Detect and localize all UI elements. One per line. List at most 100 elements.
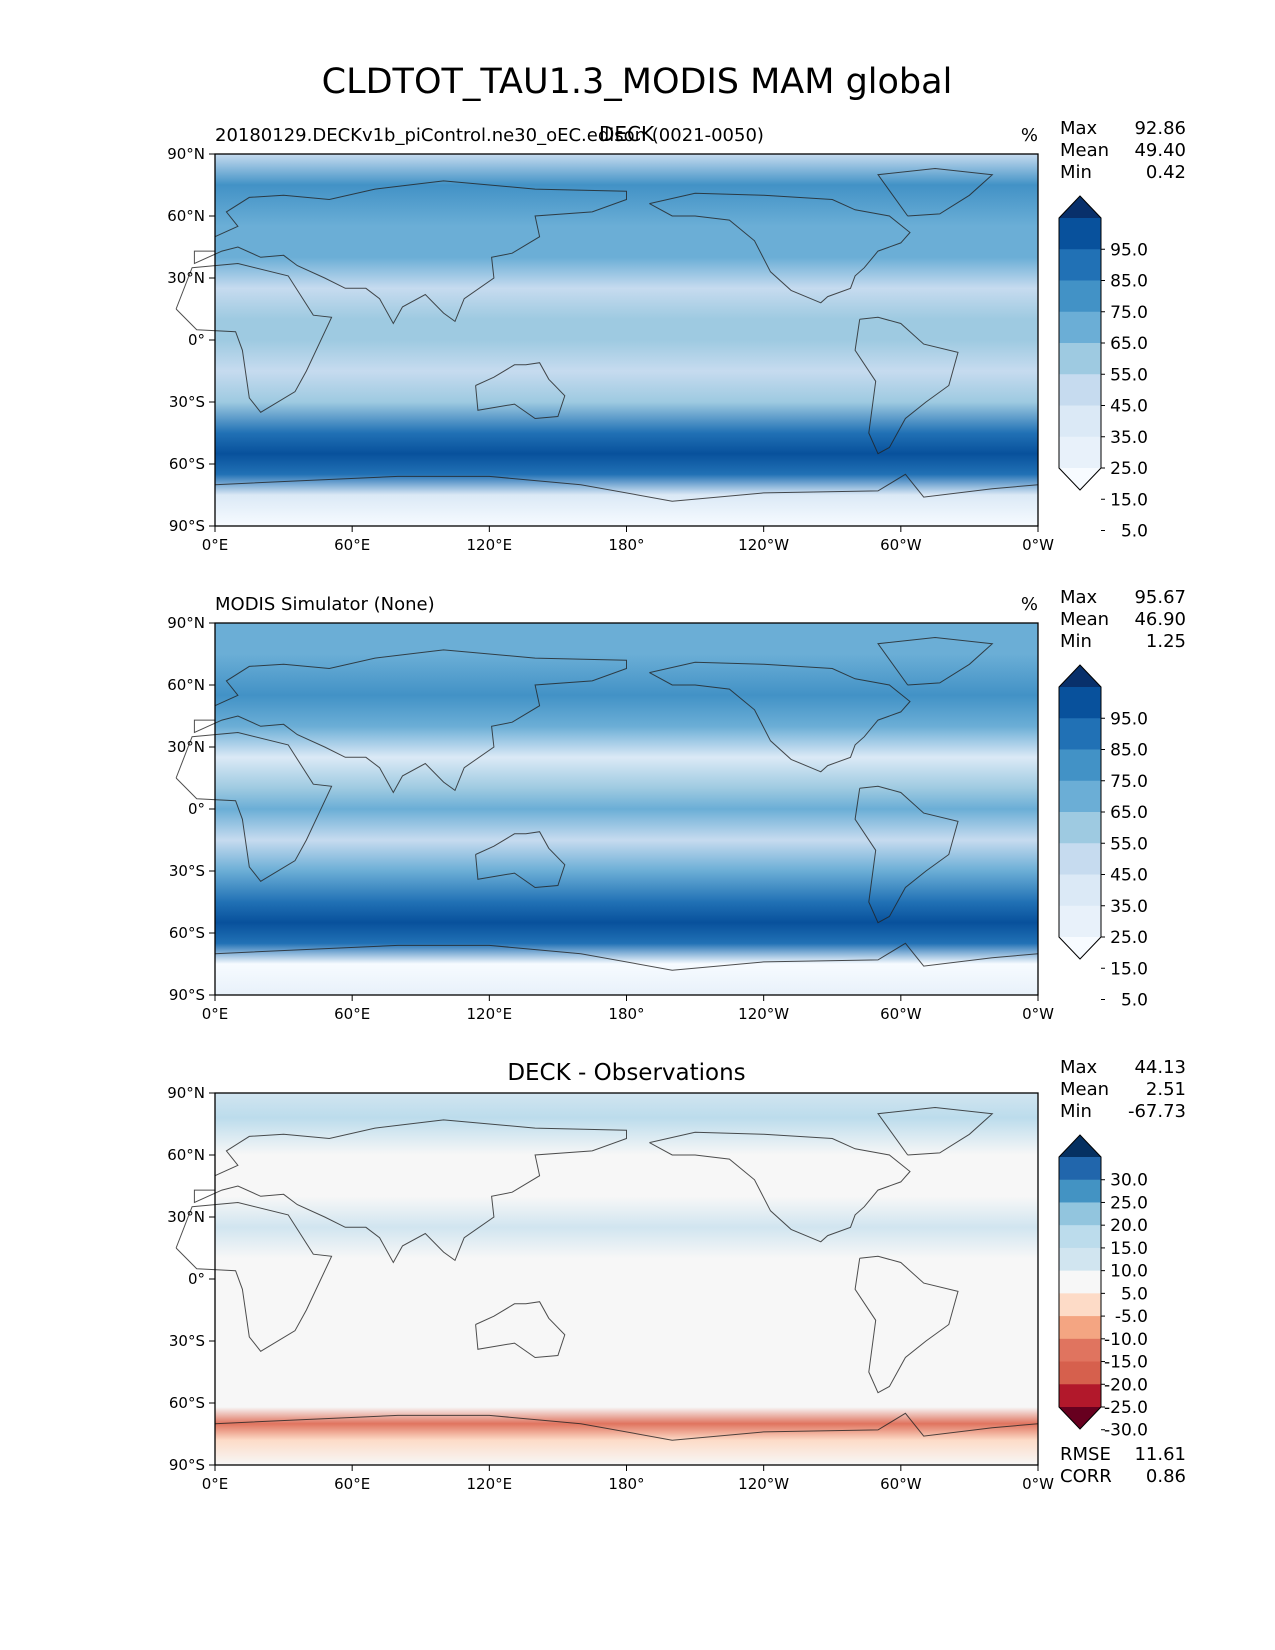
colorbar-tick-label: 45.0: [1110, 397, 1148, 417]
y-tick-label: 30°S: [169, 1332, 205, 1350]
colorbar-segment: [1059, 249, 1101, 281]
colorbar-segment: [1059, 1361, 1101, 1385]
colorbar-tick-label: -20.0: [1104, 1375, 1148, 1395]
colorbar-segment: [1059, 812, 1101, 844]
colorbar-segment: [1059, 905, 1101, 938]
colorbar-tick-label: 95.0: [1110, 709, 1148, 729]
colorbar-tick-label: -25.0: [1104, 1398, 1148, 1418]
colorbar-tick-label: 25.0: [1110, 459, 1148, 479]
x-tick-label: 0°E: [202, 1475, 229, 1493]
coastlines: [175, 636, 1039, 971]
y-tick-label: 60°N: [167, 207, 205, 225]
colorbar-tick-label: -15.0: [1104, 1353, 1148, 1373]
colorbar-tick-label: 75.0: [1110, 303, 1148, 323]
colorbar-tick-label: 5.0: [1121, 522, 1148, 542]
colorbar-tick-label: 15.0: [1110, 959, 1148, 979]
colorbar: 95.0 85.0 75.0 65.0 55.0 45.0 35.0 25.0 15.0 5.0: [1058, 664, 1148, 1011]
colorbar-tick-label: 35.0: [1110, 428, 1148, 448]
y-tick-label: 60°S: [169, 455, 205, 473]
map-field: [215, 154, 1038, 526]
stat-value: 1.25: [1146, 631, 1186, 652]
y-tick-label: 0°: [188, 1270, 205, 1288]
x-tick-label: 60°W: [880, 1475, 922, 1493]
x-tick-label: 60°E: [334, 1005, 370, 1023]
x-tick-label: 0°E: [202, 1005, 229, 1023]
stat-value: 11.61: [1134, 1444, 1186, 1465]
stat-label: Min: [1060, 1101, 1092, 1122]
x-tick-label: 120°E: [467, 1475, 513, 1493]
x-tick-label: 60°E: [334, 1475, 370, 1493]
colorbar-segment: [1059, 749, 1101, 782]
x-tick-label: 120°E: [467, 1005, 513, 1023]
stat-label: Max: [1060, 1057, 1098, 1078]
colorbar-tick-label: 85.0: [1110, 741, 1148, 761]
stat-label: Mean: [1060, 609, 1109, 630]
colorbar-tick-label: -30.0: [1104, 1421, 1148, 1441]
colorbar-tick-label: 5.0: [1121, 1284, 1148, 1304]
y-tick-label: 0°: [188, 800, 205, 818]
colorbar-tick-label: 25.0: [1110, 1193, 1148, 1213]
colorbar-tick-label: 55.0: [1110, 365, 1148, 385]
colorbar-tick-label: 15.0: [1110, 490, 1148, 510]
x-tick-label: 0°E: [202, 536, 229, 554]
figure-title: CLDTOT_TAU1.3_MODIS MAM global: [322, 62, 953, 102]
colorbar-segment: [1059, 1384, 1101, 1408]
panel-left-label: MODIS Simulator (None): [215, 594, 435, 615]
colorbar-segment: [1059, 1270, 1101, 1294]
stat-value: -67.73: [1128, 1101, 1186, 1122]
x-tick-label: 120°W: [738, 1005, 789, 1023]
y-tick-label: 30°N: [167, 1208, 205, 1226]
colorbar-tick-label: 95.0: [1110, 240, 1148, 260]
x-tick-label: 120°E: [467, 536, 513, 554]
y-tick-label: 30°N: [167, 738, 205, 756]
panel-2: 90°N 60°N 30°N 0° 30°S 60°S 90°S0°E 60°E 120°E 18…: [167, 587, 1186, 1023]
y-tick-label: 60°N: [167, 1146, 205, 1164]
stat-label: Max: [1060, 587, 1098, 608]
y-tick-label: 30°S: [169, 862, 205, 880]
colorbar-extend-top: [1059, 196, 1101, 218]
stat-label: Mean: [1060, 140, 1109, 161]
colorbar-segment: [1059, 436, 1101, 469]
colorbar-segment: [1059, 218, 1101, 250]
colorbar-tick-label: 45.0: [1110, 866, 1148, 886]
y-tick-label: 30°S: [169, 393, 205, 411]
colorbar-tick-label: 25.0: [1110, 928, 1148, 948]
colorbar-segment: [1059, 374, 1101, 406]
colorbar-segment: [1059, 1293, 1101, 1317]
colorbar-extend-top: [1059, 1135, 1101, 1157]
y-tick-label: 0°: [188, 331, 205, 349]
x-tick-label: 0°W: [1022, 1475, 1054, 1493]
colorbar-extend-bottom: [1059, 468, 1101, 490]
x-tick-label: 60°W: [880, 536, 922, 554]
colorbar-segment: [1059, 1247, 1101, 1272]
colorbar-segment: [1059, 1179, 1101, 1203]
stat-label: CORR: [1060, 1466, 1112, 1487]
colorbar-tick-label: 10.0: [1110, 1262, 1148, 1282]
stat-label: Mean: [1060, 1079, 1109, 1100]
colorbar-tick-label: -5.0: [1115, 1307, 1148, 1327]
stat-value: 95.67: [1134, 587, 1186, 608]
colorbar-segment: [1059, 874, 1101, 907]
colorbar-tick-label: 85.0: [1110, 272, 1148, 292]
panel-title: DECK - Observations: [507, 1060, 745, 1086]
colorbar-tick-label: 55.0: [1110, 834, 1148, 854]
colorbar: 30.025.0 20.0 15.0 10.05.0 -5.0 -10.0 -15.0-20…: [1058, 1134, 1148, 1441]
colorbar-tick-label: 30.0: [1110, 1171, 1148, 1191]
y-tick-label: 90°N: [167, 1084, 205, 1102]
x-tick-label: 120°W: [738, 1475, 789, 1493]
colorbar-extend-bottom: [1059, 1407, 1101, 1429]
x-tick-label: 180°: [608, 1005, 644, 1023]
colorbar-segment: [1059, 687, 1101, 719]
colorbar-tick-label: 5.0: [1121, 991, 1148, 1011]
panel-3: 90°N 60°N 30°N 0° 30°S 60°S 90°S0°E 60°E 120°E 18…: [167, 1057, 1186, 1493]
colorbar-segment: [1059, 843, 1101, 875]
x-tick-label: 180°: [608, 536, 644, 554]
stat-value: 0.42: [1146, 162, 1186, 183]
y-tick-label: 60°N: [167, 676, 205, 694]
stat-value: 92.86: [1134, 118, 1186, 139]
colorbar-segment: [1059, 1338, 1101, 1363]
x-tick-label: 180°: [608, 1475, 644, 1493]
x-tick-label: 0°W: [1022, 1005, 1054, 1023]
y-tick-label: 90°S: [169, 986, 205, 1004]
